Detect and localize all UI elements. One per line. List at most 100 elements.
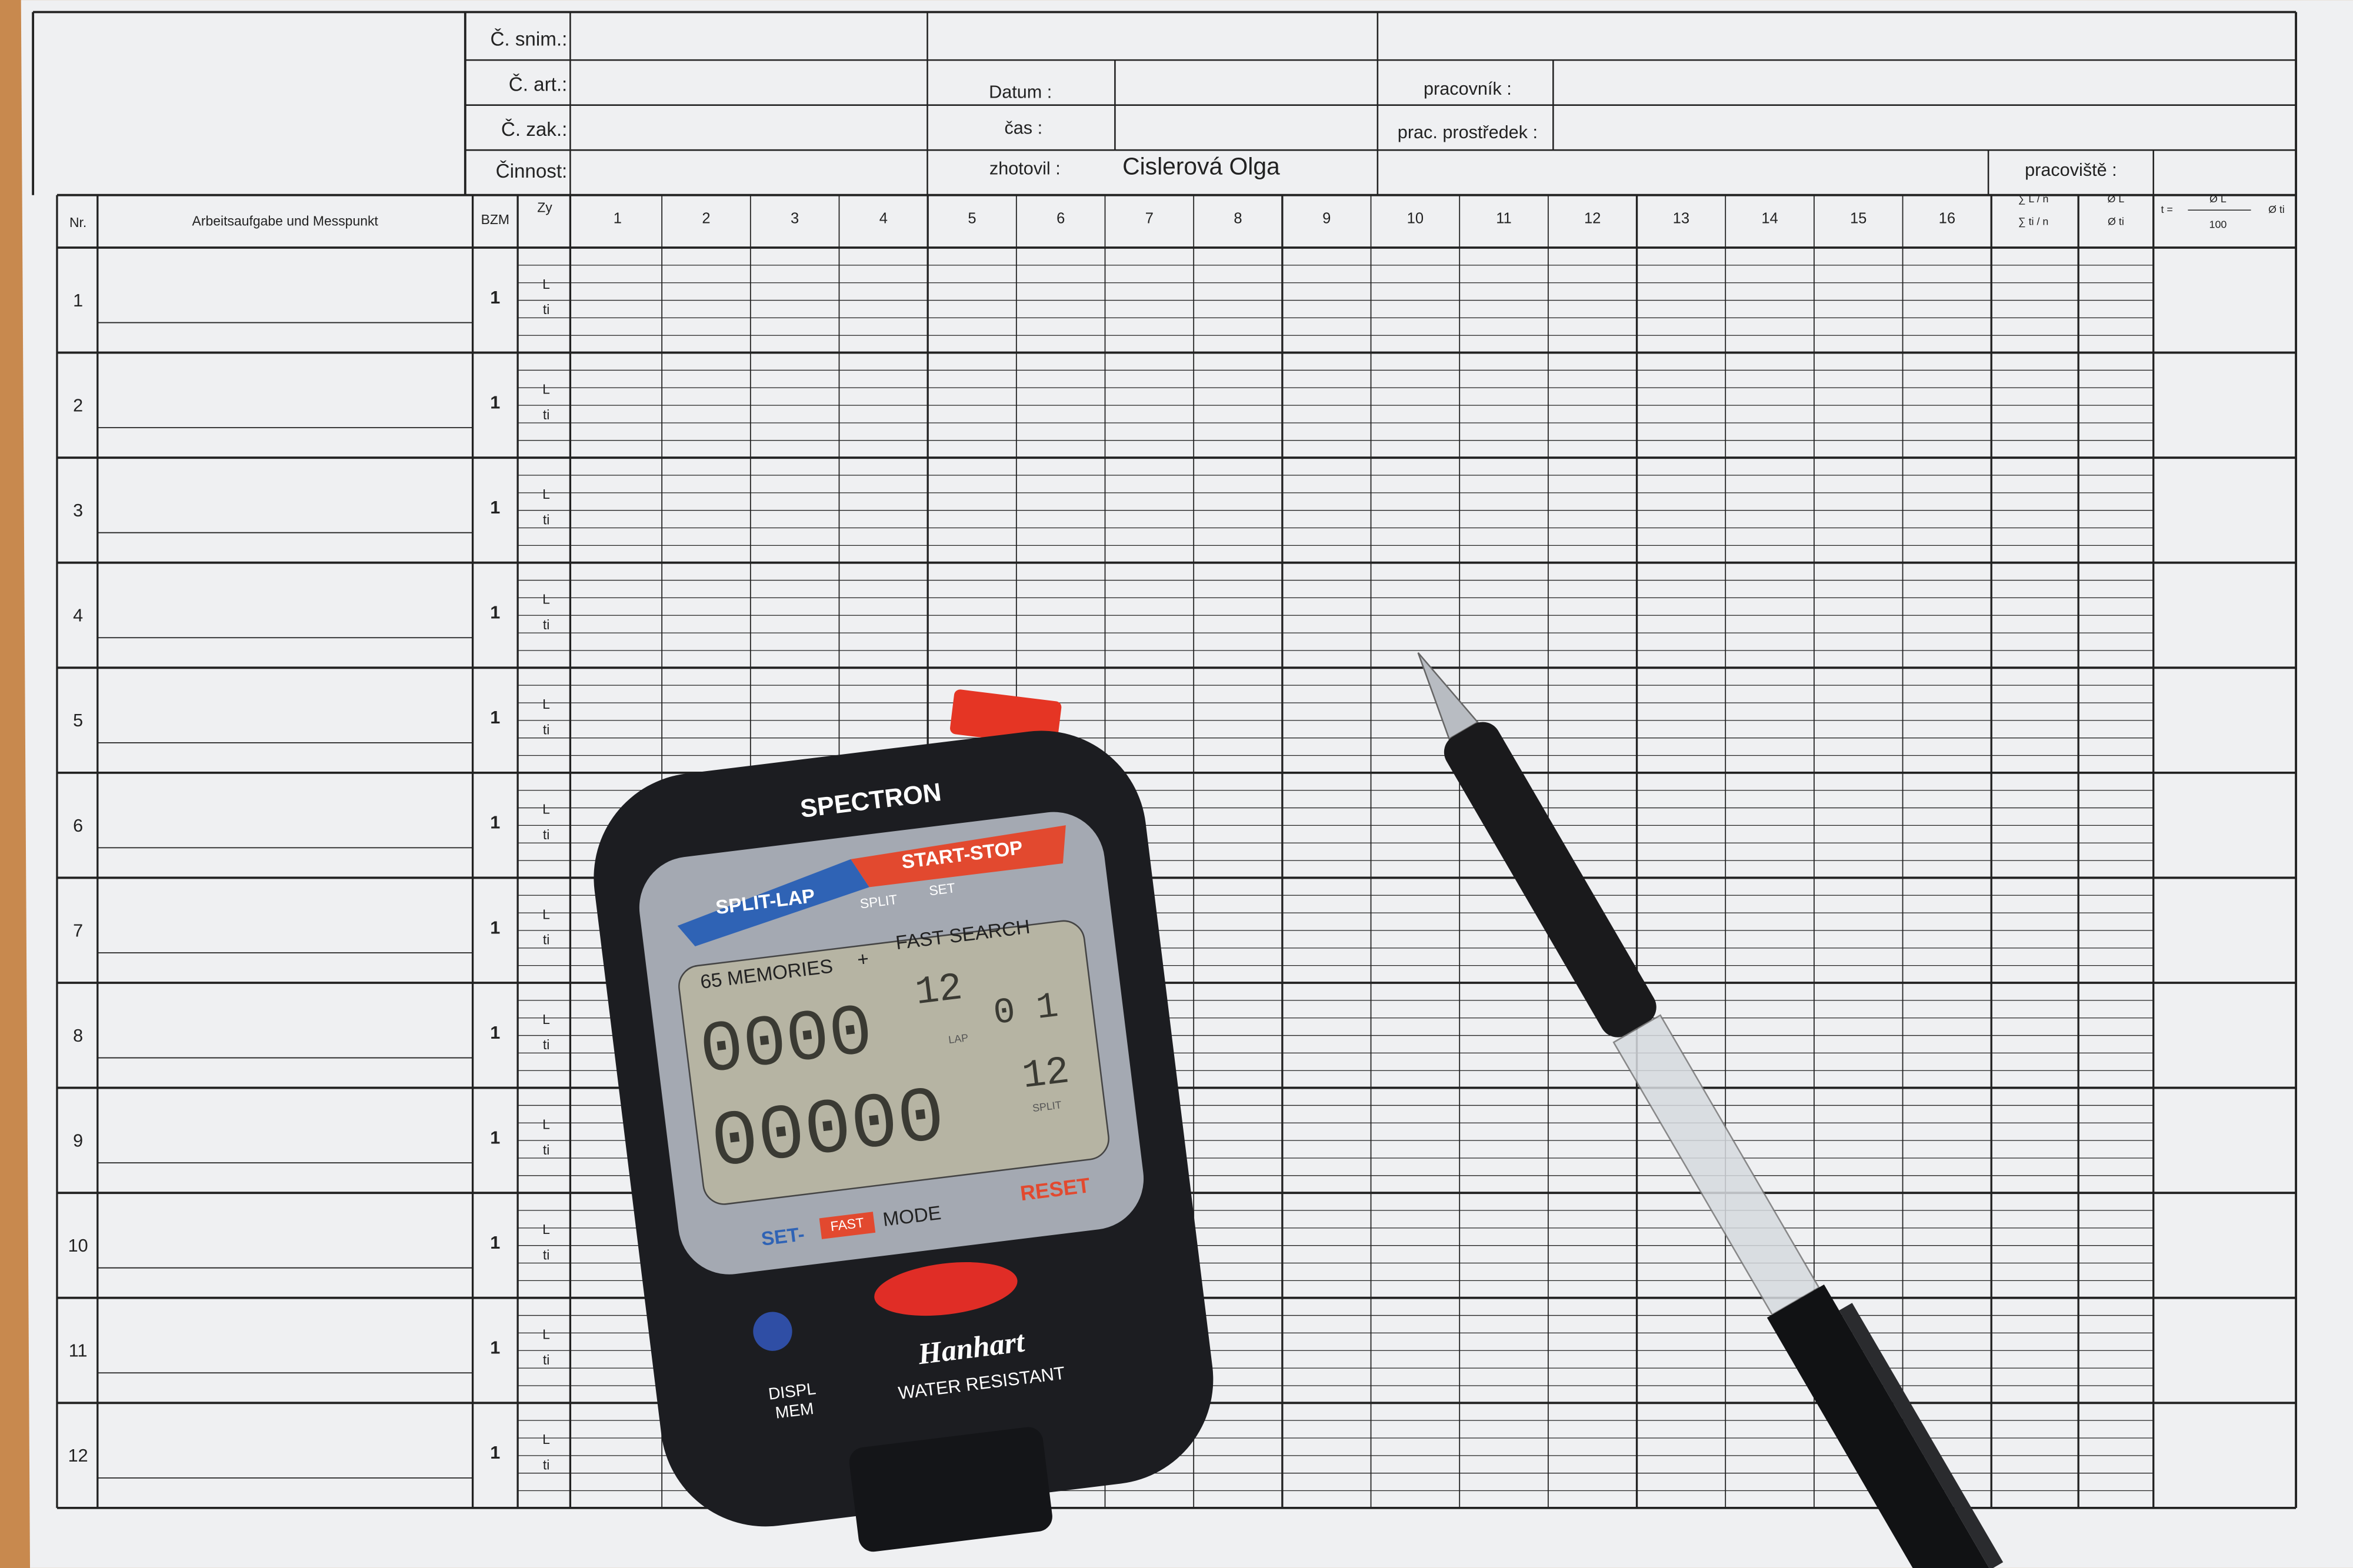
pen-grip bbox=[1444, 722, 1657, 1037]
zy-label: L bbox=[542, 906, 550, 922]
column-header: 14 bbox=[1761, 210, 1778, 226]
column-header: 8 bbox=[1234, 210, 1242, 226]
column-header: 2 bbox=[702, 210, 710, 226]
zy-label: L bbox=[542, 802, 550, 817]
column-header: ∑ ti / n bbox=[2018, 215, 2048, 227]
zy-label: L bbox=[542, 1432, 550, 1447]
pen-tip bbox=[1417, 652, 1479, 740]
row-number: 7 bbox=[73, 920, 83, 940]
zy-label: L bbox=[542, 592, 550, 607]
column-header: 4 bbox=[879, 210, 888, 226]
label: Datum : bbox=[989, 82, 1052, 102]
column-header: 7 bbox=[1145, 210, 1154, 226]
zy-label: ti bbox=[543, 1037, 549, 1052]
bzm: 1 bbox=[490, 918, 500, 938]
bzm: 1 bbox=[490, 1338, 500, 1358]
label: Č. zak.: bbox=[501, 118, 567, 141]
row-number: 5 bbox=[73, 710, 83, 730]
row-number: 8 bbox=[73, 1026, 83, 1046]
bzm: 1 bbox=[490, 288, 500, 308]
column-header: BZM bbox=[481, 212, 509, 227]
pen-barrel bbox=[1612, 1014, 1820, 1316]
row-number: 6 bbox=[73, 816, 83, 836]
column-header: Zy bbox=[537, 200, 552, 215]
bzm: 1 bbox=[490, 708, 500, 728]
column-header: Ø L bbox=[2108, 193, 2125, 205]
row-number: 9 bbox=[73, 1131, 83, 1151]
column-header: 1 bbox=[614, 210, 622, 226]
pen bbox=[1417, 652, 2005, 1568]
zy-label: L bbox=[542, 1012, 550, 1027]
column-header: 12 bbox=[1584, 210, 1601, 226]
bzm: 1 bbox=[490, 813, 500, 833]
column-header: ∑ L / n bbox=[2018, 193, 2049, 205]
label: Č. art.: bbox=[509, 73, 568, 95]
zy-label: L bbox=[542, 1327, 550, 1342]
bzm: 1 bbox=[490, 498, 500, 518]
zy-label: ti bbox=[543, 617, 549, 632]
bzm: 1 bbox=[490, 1233, 500, 1253]
column-header: Ø L bbox=[2209, 193, 2227, 205]
column-header: Nr. bbox=[69, 215, 86, 230]
row-number: 3 bbox=[73, 501, 83, 521]
mode-button bbox=[874, 1262, 1018, 1316]
row-number: 12 bbox=[68, 1446, 88, 1466]
strap-mount bbox=[849, 1427, 1052, 1552]
watch-label: + bbox=[856, 948, 870, 971]
column-header: 5 bbox=[968, 210, 976, 226]
zy-label: L bbox=[542, 1222, 550, 1237]
zy-label: ti bbox=[543, 1352, 549, 1367]
watch-label: SET- bbox=[760, 1223, 806, 1250]
zy-label: ti bbox=[543, 722, 549, 738]
zy-label: ti bbox=[543, 302, 549, 317]
bzm: 1 bbox=[490, 1023, 500, 1043]
label: Činnost: bbox=[496, 160, 568, 182]
bzm: 1 bbox=[490, 1443, 500, 1463]
pen-end bbox=[1767, 1284, 2005, 1568]
column-header: t = bbox=[2161, 203, 2173, 215]
column-header: 9 bbox=[1322, 210, 1331, 226]
start-stop-band bbox=[851, 825, 1066, 888]
zy-label: ti bbox=[543, 407, 549, 422]
zy-label: L bbox=[542, 696, 550, 712]
column-header: 16 bbox=[1939, 210, 1955, 226]
lcd-digits: 12 bbox=[1020, 1049, 1072, 1099]
split-lap-band bbox=[677, 859, 869, 947]
zy-label: L bbox=[542, 381, 550, 396]
column-header: 11 bbox=[1496, 210, 1511, 226]
fast-tag bbox=[819, 1212, 876, 1239]
zy-label: L bbox=[542, 276, 550, 292]
lcd-indicator: 0 1 bbox=[991, 986, 1061, 1035]
row-number: 4 bbox=[73, 606, 83, 626]
row-number: 1 bbox=[73, 291, 83, 311]
zy-label: ti bbox=[543, 1457, 549, 1473]
zy-label: ti bbox=[543, 1142, 549, 1157]
label: pracovník : bbox=[1424, 79, 1512, 99]
column-header: Ø ti bbox=[2108, 215, 2124, 227]
bzm: 1 bbox=[490, 392, 500, 412]
label: Č. snim.: bbox=[490, 28, 567, 51]
column-header: 6 bbox=[1056, 210, 1065, 226]
column-header: Ø ti bbox=[2268, 203, 2285, 215]
column-header: 100 bbox=[2209, 218, 2227, 230]
row-number: 2 bbox=[73, 396, 83, 416]
zy-label: ti bbox=[543, 512, 549, 527]
column-header: 15 bbox=[1850, 210, 1867, 226]
row-number: 10 bbox=[68, 1236, 88, 1256]
lcd-digits: 12 bbox=[913, 966, 965, 1015]
zy-label: ti bbox=[543, 827, 549, 842]
column-header: Arbeitsaufgabe und Messpunkt bbox=[192, 213, 379, 229]
zy-label: ti bbox=[543, 1247, 549, 1262]
displ-button bbox=[753, 1312, 792, 1351]
zy-label: L bbox=[542, 1116, 550, 1132]
column-header: 3 bbox=[791, 210, 799, 226]
stopwatch: SPLIT-LAP START-STOP SPLIT SET SPECTRON … bbox=[594, 689, 1214, 1552]
pen-clip bbox=[1839, 1303, 2004, 1568]
row-number: 11 bbox=[69, 1341, 88, 1361]
lcd-label: LAP bbox=[948, 1032, 969, 1046]
label: prac. prostředek : bbox=[1398, 122, 1538, 142]
lcd bbox=[678, 920, 1109, 1205]
author: Cislerová Olga bbox=[1122, 153, 1280, 180]
